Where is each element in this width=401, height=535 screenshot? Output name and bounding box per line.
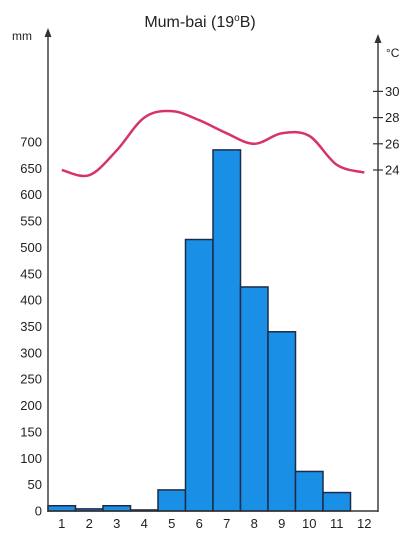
x-tick-label: 10: [302, 516, 316, 531]
precip-bar: [239, 286, 269, 512]
precip-bar: [322, 491, 352, 512]
right-tick-label: 24: [385, 163, 399, 178]
right-tick-label: 30: [385, 84, 399, 99]
x-axis-ticks: 1 2 3 4 5 6 7 8 9 10 11 12: [58, 516, 371, 531]
right-axis-arrow: [374, 34, 382, 43]
precip-bar: [47, 504, 77, 512]
x-tick-label: 2: [86, 516, 93, 531]
x-tick-label: 12: [357, 516, 371, 531]
x-tick-label: 1: [58, 516, 65, 531]
left-tick-label: 600: [20, 187, 42, 202]
x-tick-label: 11: [330, 516, 344, 531]
x-tick-label: 8: [251, 516, 258, 531]
precip-bar: [267, 331, 297, 512]
right-tick-label: 26: [385, 136, 399, 151]
x-tick-label: 6: [196, 516, 203, 531]
left-tick-label: 650: [20, 161, 42, 176]
right-axis-ticks: 24 26 28 30: [373, 84, 399, 178]
x-tick-label: 3: [113, 516, 120, 531]
left-axis-unit: mm: [12, 29, 32, 43]
left-tick-label: 0: [35, 504, 42, 519]
x-tick-label: 4: [141, 516, 148, 531]
right-tick-label: 28: [385, 110, 399, 125]
x-tick-label: 7: [223, 516, 230, 531]
left-tick-label: 400: [20, 293, 42, 308]
left-tick-label: 100: [20, 451, 42, 466]
left-tick-label: 300: [20, 345, 42, 360]
left-tick-label: 350: [20, 319, 42, 334]
precip-bar: [212, 149, 242, 512]
left-tick-label: 450: [20, 266, 42, 281]
left-tick-label: 50: [28, 477, 42, 492]
right-axis-unit: °C: [386, 46, 400, 60]
precip-bar: [102, 504, 132, 512]
left-tick-label: 550: [20, 214, 42, 229]
left-tick-label: 700: [20, 135, 42, 150]
left-tick-label: 250: [20, 372, 42, 387]
x-tick-label: 9: [278, 516, 285, 531]
left-tick-label: 150: [20, 424, 42, 439]
x-tick-label: 5: [168, 516, 175, 531]
left-axis-arrow: [44, 28, 52, 37]
precip-bar: [184, 238, 214, 512]
chart-title: Mum-bai (19oB): [144, 13, 255, 31]
precipitation-bars: [47, 149, 352, 512]
left-tick-label: 200: [20, 398, 42, 413]
left-axis-ticks: 0 50 100 150 200 250 300 350 400 450 500 550 600 650 7…: [20, 135, 42, 519]
left-tick-label: 500: [20, 240, 42, 255]
precip-bar: [294, 470, 324, 512]
temperature-line: [61, 109, 365, 178]
precip-bar: [157, 489, 187, 512]
